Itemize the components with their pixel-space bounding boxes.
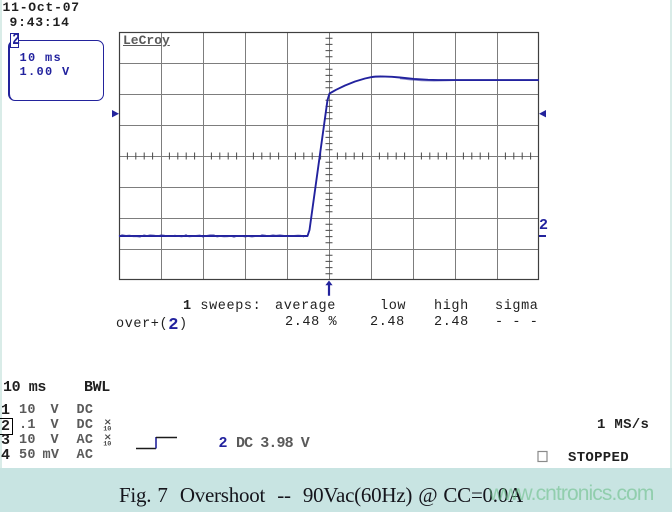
svg-text:10: 10: [103, 425, 111, 433]
svg-text:10: 10: [103, 440, 111, 448]
